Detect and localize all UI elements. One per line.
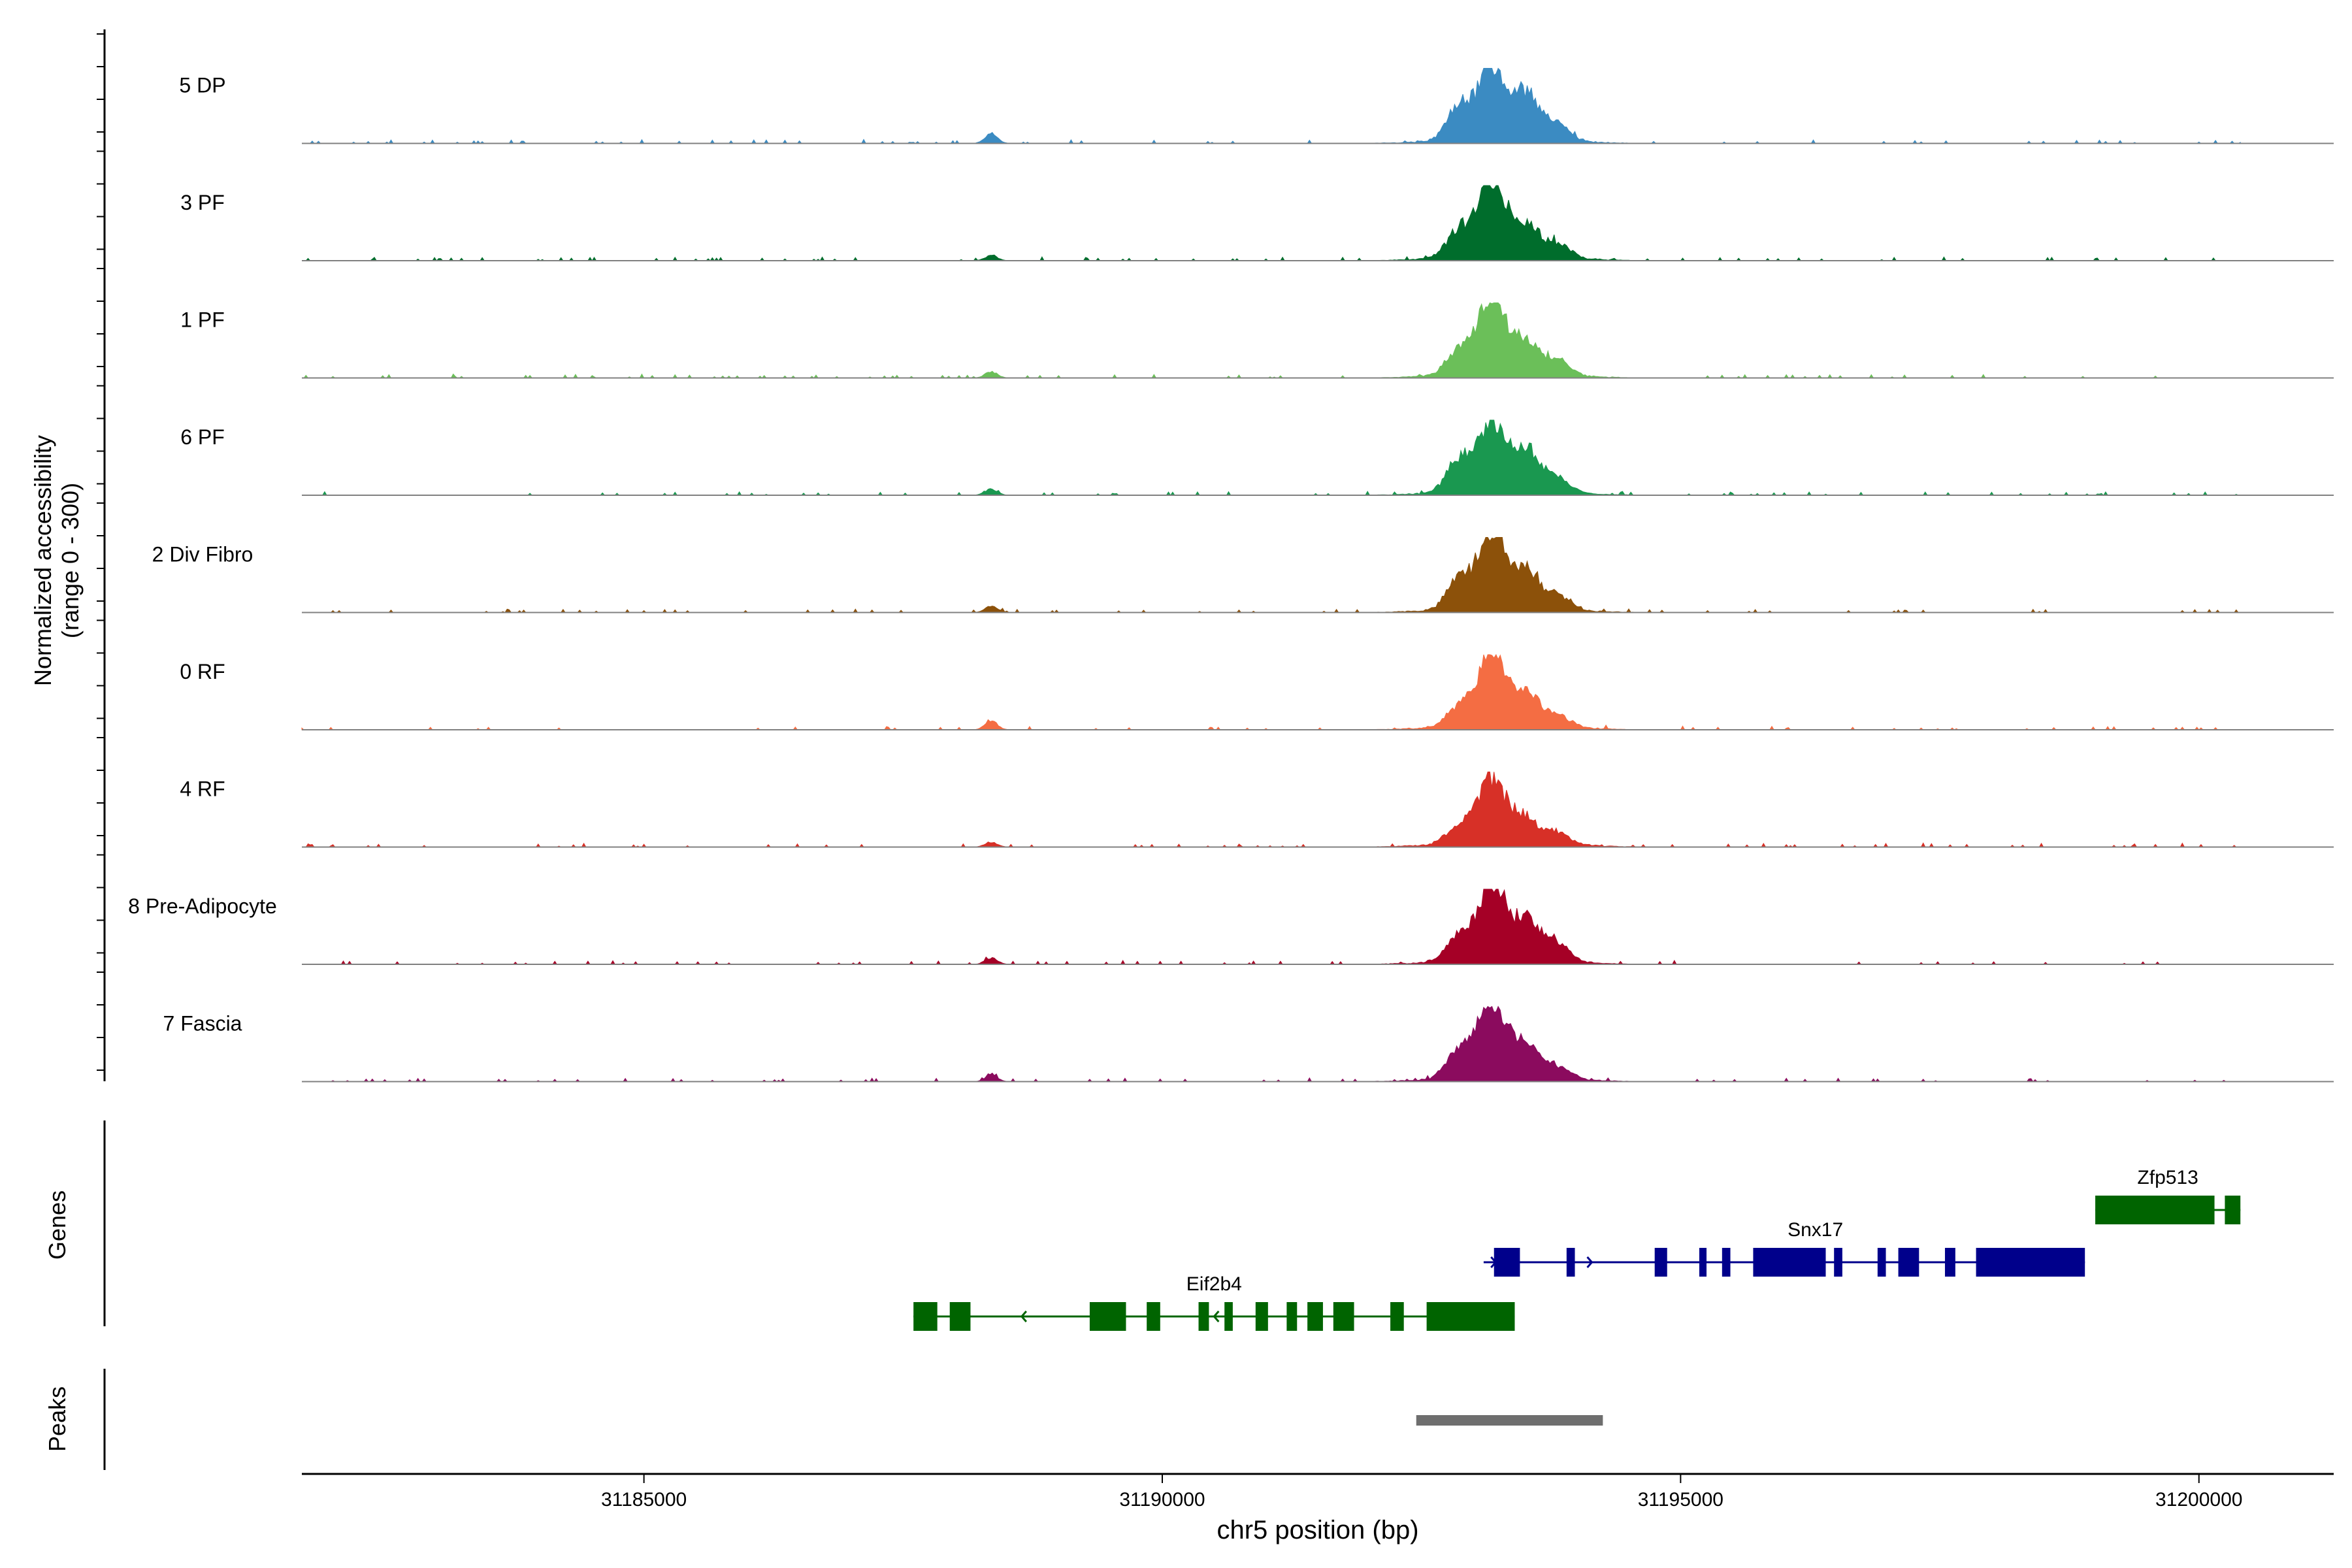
peak-region xyxy=(1416,1415,1603,1426)
x-axis-label: chr5 position (bp) xyxy=(1217,1516,1418,1544)
gene-exon xyxy=(1753,1248,1826,1277)
gene-exon xyxy=(1566,1248,1575,1277)
gene-exon xyxy=(913,1302,938,1331)
coverage-area xyxy=(302,302,2241,379)
coverage-area xyxy=(302,419,2241,496)
coverage-area xyxy=(302,537,2241,613)
gene-exon xyxy=(1834,1248,1842,1277)
gene-exon xyxy=(1944,1248,1955,1277)
track-7-fascia: 7 Fascia xyxy=(163,1005,2334,1083)
peaks-panel xyxy=(1416,1415,1603,1426)
gene-eif2b4: Eif2b4 xyxy=(913,1273,1515,1331)
left-axis xyxy=(97,29,106,1081)
x-tick-label: 31200000 xyxy=(2155,1489,2242,1511)
track-5-dp: 5 DP xyxy=(179,67,2334,144)
gene-exon xyxy=(1898,1248,1919,1277)
gene-exon xyxy=(1877,1248,1886,1277)
track-3-pf: 3 PF xyxy=(180,185,2334,261)
x-axis: 31185000 31190000 31195000 31200000 xyxy=(302,1473,2334,1511)
track-label: 7 Fascia xyxy=(163,1012,242,1036)
strand-arrow xyxy=(1213,1311,1220,1322)
gene-exon xyxy=(1722,1248,1731,1277)
track-2-div-fibro: 2 Div Fibro xyxy=(152,537,2334,613)
strand-arrow xyxy=(1020,1311,1027,1322)
coverage-area xyxy=(302,1005,2241,1083)
peaks-label: Peaks xyxy=(44,1386,71,1452)
gene-exon xyxy=(1089,1302,1126,1331)
gene-exon xyxy=(1198,1302,1209,1331)
gene-exon xyxy=(1224,1302,1233,1331)
track-label: 3 PF xyxy=(180,191,225,214)
strand-arrow xyxy=(1586,1256,1593,1268)
track-1-pf: 1 PF xyxy=(180,302,2334,379)
track-label: 5 DP xyxy=(179,74,225,97)
genes-label: Genes xyxy=(44,1190,71,1260)
x-tick-label: 31190000 xyxy=(1119,1489,1205,1511)
gene-exon xyxy=(1654,1248,1667,1277)
coverage-area xyxy=(302,772,2241,848)
gene-exon xyxy=(1286,1302,1298,1331)
gene-exon xyxy=(1147,1302,1160,1331)
track-label: 6 PF xyxy=(180,425,225,449)
gene-exon xyxy=(949,1302,971,1331)
track-4-rf: 4 RF xyxy=(180,772,2334,848)
gene-exon xyxy=(2095,1196,2215,1224)
gene-exon xyxy=(1494,1248,1520,1277)
gene-label: Zfp513 xyxy=(2137,1167,2198,1188)
x-tick-label: 31195000 xyxy=(1638,1489,1723,1511)
gene-exon xyxy=(1699,1248,1707,1277)
coverage-area xyxy=(302,889,2241,965)
track-6-pf: 6 PF xyxy=(180,419,2334,496)
genes-panel: Eif2b4 Snx17 Zfp513 xyxy=(913,1167,2241,1331)
coverage-area xyxy=(301,653,2241,730)
gene-exon xyxy=(2225,1196,2241,1224)
track-0-rf: 0 RF xyxy=(180,653,2334,730)
gene-label: Eif2b4 xyxy=(1186,1273,1242,1295)
gene-exon xyxy=(1333,1302,1354,1331)
gene-label: Snx17 xyxy=(1788,1219,1843,1241)
track-label: 4 RF xyxy=(180,777,225,801)
track-label: 2 Div Fibro xyxy=(152,543,253,566)
gene-exon xyxy=(1390,1302,1404,1331)
gene-exon xyxy=(1307,1302,1323,1331)
gene-snx17: Snx17 xyxy=(1483,1219,2085,1277)
gene-exon xyxy=(1976,1248,2085,1277)
y-axis-label-line1: Normalized accessibility xyxy=(29,435,56,686)
track-label: 0 RF xyxy=(180,660,225,683)
coverage-tracks: 5 DP 3 PF 1 PF 6 PF 2 Div Fibro 0 RF 4 RF 8 Pre… xyxy=(128,67,2334,1083)
gene-exon xyxy=(1426,1302,1515,1331)
track-label: 8 Pre-Adipocyte xyxy=(128,894,277,918)
gene-exon xyxy=(1255,1302,1268,1331)
x-tick-label: 31185000 xyxy=(601,1489,687,1511)
track-8-pre-adipocyte: 8 Pre-Adipocyte xyxy=(128,889,2334,965)
coverage-area xyxy=(302,67,2241,144)
track-label: 1 PF xyxy=(180,308,225,332)
coverage-area xyxy=(302,185,2241,261)
y-axis-label-line2: (range 0 - 300) xyxy=(57,483,84,638)
gene-zfp513: Zfp513 xyxy=(2095,1167,2241,1224)
